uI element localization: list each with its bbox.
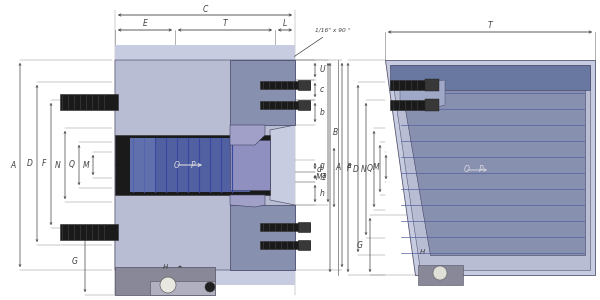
Text: L: L [283,20,287,28]
Text: H: H [420,249,425,255]
Bar [115,45,295,285]
Text: Q: Q [69,160,75,169]
Text: C: C [202,4,208,14]
Text: O: O [464,166,470,175]
Bar [115,135,270,195]
Bar [115,267,215,295]
Bar [260,101,310,109]
Text: F: F [42,160,46,169]
Text: N: N [55,160,61,169]
Text: N: N [361,164,367,173]
Text: Q: Q [367,164,373,173]
Bar [298,240,310,250]
Polygon shape [230,205,295,270]
Text: O: O [174,160,180,169]
Circle shape [160,277,176,293]
Polygon shape [390,65,590,270]
Text: M: M [83,160,89,169]
Text: b: b [320,108,325,117]
Text: 1/16" x 90 °: 1/16" x 90 ° [295,28,350,56]
Circle shape [205,282,215,292]
Bar [298,222,310,232]
Polygon shape [230,60,295,125]
Text: U: U [319,65,325,74]
Text: a: a [322,170,326,179]
Text: D: D [27,159,33,168]
Text: a: a [347,160,352,169]
Bar [390,100,430,110]
Bar [60,224,118,240]
Text: M1: M1 [316,172,328,182]
Text: F: F [347,164,351,173]
Bar [298,100,310,110]
Polygon shape [400,80,445,110]
Text: H: H [163,264,168,270]
Text: g: g [320,161,325,170]
Text: M: M [373,163,379,172]
Circle shape [433,266,447,280]
Text: G: G [72,257,78,266]
Bar [260,241,310,249]
Bar [260,223,310,231]
Text: T: T [488,22,493,31]
Text: D: D [353,164,359,173]
Text: P: P [479,166,484,175]
Bar [298,80,310,90]
Polygon shape [400,80,585,255]
Text: T: T [223,20,227,28]
Bar [418,265,463,285]
Text: G: G [357,241,363,250]
Bar [260,81,310,89]
Text: P: P [191,160,196,169]
Polygon shape [115,165,295,270]
Bar [390,80,430,90]
Polygon shape [230,195,265,207]
Text: c: c [320,85,324,94]
Polygon shape [230,125,265,145]
Bar [130,138,155,192]
Text: d: d [317,166,322,175]
Polygon shape [390,65,590,90]
Bar [60,94,118,110]
Bar [150,281,215,295]
Bar [425,99,439,111]
Text: B: B [332,128,338,137]
Text: A: A [10,160,16,169]
Polygon shape [115,60,295,165]
Polygon shape [385,60,595,275]
Bar [425,79,439,91]
Text: h: h [320,189,325,198]
Bar [130,138,250,192]
Text: E: E [143,20,148,28]
Text: A: A [336,163,341,172]
Polygon shape [230,140,270,190]
